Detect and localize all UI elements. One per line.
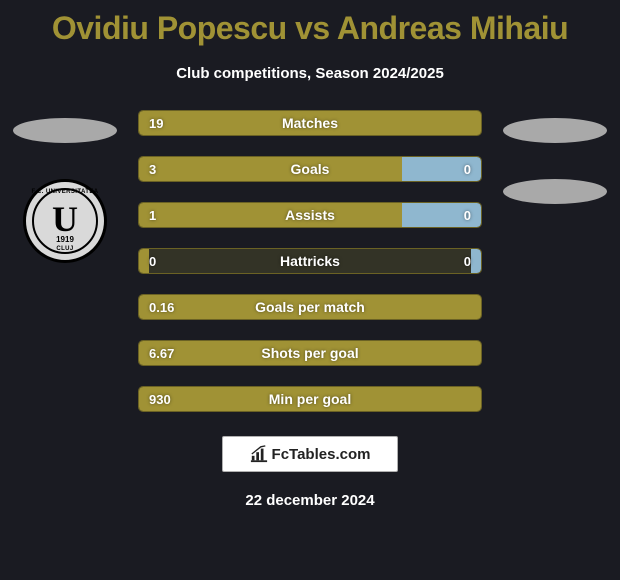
stat-left-value: 19 <box>149 116 163 131</box>
badge-year: 1919 <box>56 235 74 244</box>
stat-row: 6.67 Shots per goal <box>138 340 482 366</box>
badge-circle: F.C. UNIVERSITATEA U 1919 CLUJ <box>23 179 107 263</box>
stat-label: Hattricks <box>280 253 340 269</box>
stat-right-value: 0 <box>464 162 471 177</box>
left-player-photo-placeholder <box>13 118 117 143</box>
stat-row: 3 Goals 0 <box>138 156 482 182</box>
left-player-col: F.C. UNIVERSITATEA U 1919 CLUJ <box>0 110 130 412</box>
stat-label: Min per goal <box>269 391 351 407</box>
stat-row: 0.16 Goals per match <box>138 294 482 320</box>
stat-row: 19 Matches <box>138 110 482 136</box>
stat-right-value: 0 <box>464 254 471 269</box>
stat-left-value: 0.16 <box>149 300 174 315</box>
stat-left-value: 6.67 <box>149 346 174 361</box>
stat-label: Goals <box>291 161 330 177</box>
stat-right-value: 0 <box>464 208 471 223</box>
stat-label: Matches <box>282 115 338 131</box>
bar-left-fill <box>139 157 402 181</box>
badge-arc-bot-text: CLUJ <box>26 246 104 252</box>
stat-left-value: 1 <box>149 208 156 223</box>
subtitle: Club competitions, Season 2024/2025 <box>0 65 620 82</box>
right-player-photo-placeholder-1 <box>503 118 607 143</box>
stat-bars: 19 Matches 3 Goals 0 1 Assists 0 0 Hattricks 0 0.16… <box>130 110 490 412</box>
footer-logo: FcTables.com <box>222 436 398 472</box>
date: 22 december 2024 <box>0 492 620 509</box>
stat-label: Assists <box>285 207 335 223</box>
right-player-photo-placeholder-2 <box>503 179 607 204</box>
badge-arc-top-text: F.C. UNIVERSITATEA <box>26 189 104 195</box>
comparison-area: F.C. UNIVERSITATEA U 1919 CLUJ 19 Matches… <box>0 110 620 412</box>
bar-left-fill <box>139 203 402 227</box>
stat-row: 930 Min per goal <box>138 386 482 412</box>
stat-label: Shots per goal <box>261 345 358 361</box>
badge-letter: U <box>52 201 78 237</box>
page-title: Ovidiu Popescu vs Andreas Mihaiu <box>0 0 620 47</box>
bar-left-fill <box>139 249 149 273</box>
stat-left-value: 3 <box>149 162 156 177</box>
chart-icon <box>250 445 268 463</box>
bar-right-fill <box>471 249 481 273</box>
right-player-col <box>490 110 620 412</box>
stat-row: 1 Assists 0 <box>138 202 482 228</box>
stat-left-value: 0 <box>149 254 156 269</box>
stat-left-value: 930 <box>149 392 171 407</box>
left-club-badge: F.C. UNIVERSITATEA U 1919 CLUJ <box>23 179 107 263</box>
stat-label: Goals per match <box>255 299 365 315</box>
stat-row: 0 Hattricks 0 <box>138 248 482 274</box>
footer-logo-text: FcTables.com <box>272 446 371 463</box>
